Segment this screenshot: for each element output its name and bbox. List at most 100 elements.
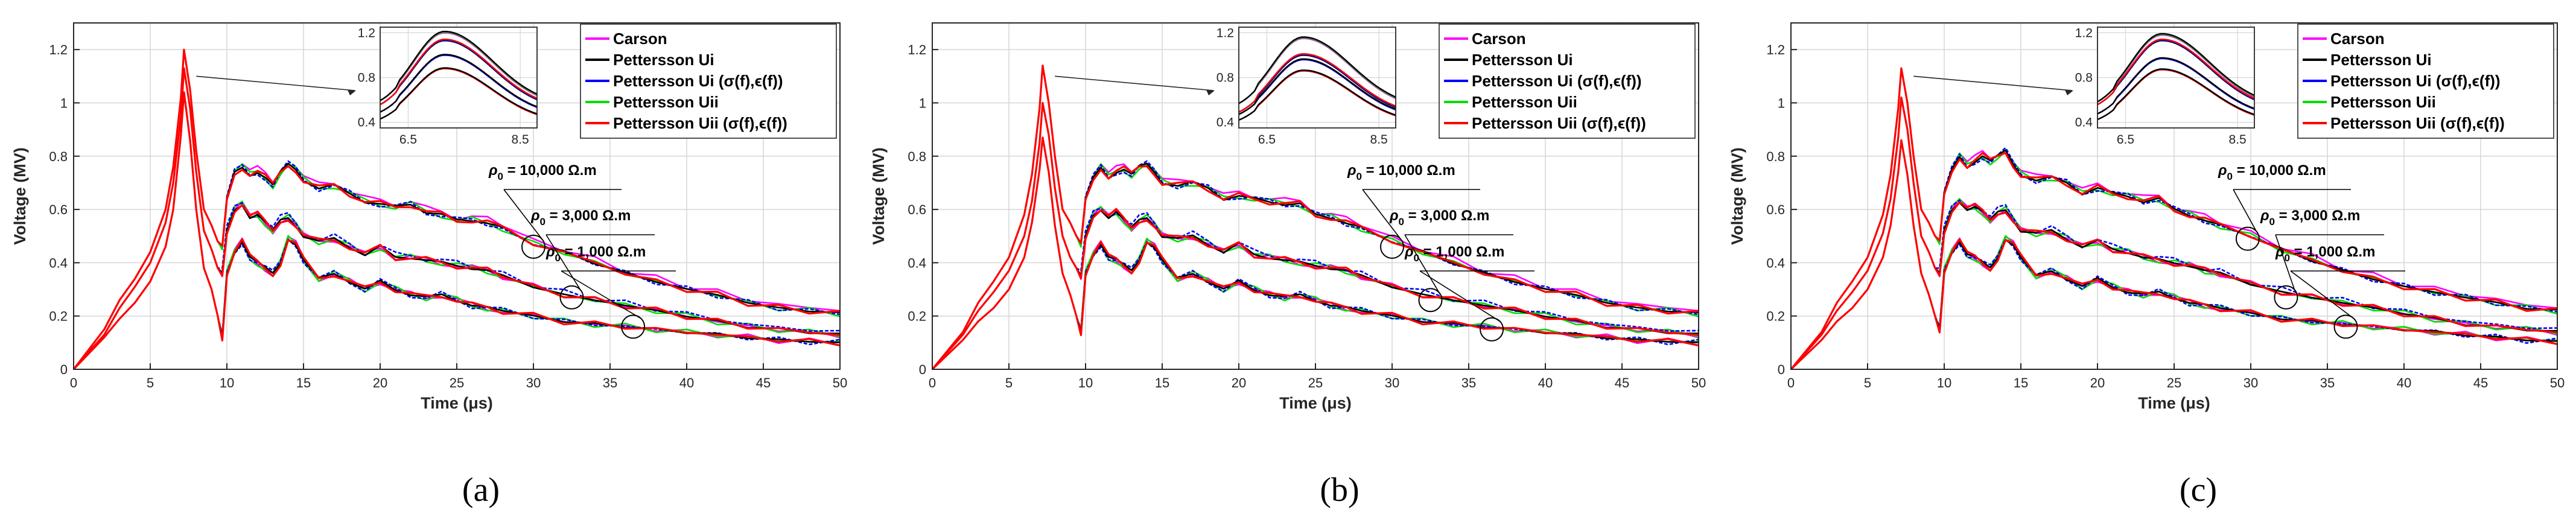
annotation-label: ρ0 = 1,000 Ω.m — [2275, 244, 2375, 264]
y-tick-label: 0.2 — [908, 309, 926, 324]
x-tick-label: 30 — [2244, 375, 2258, 390]
inset-line — [1238, 53, 1396, 113]
x-tick-label: 45 — [2473, 375, 2488, 390]
x-tick-label: 30 — [1385, 375, 1399, 390]
y-tick-label: 0.6 — [1766, 202, 1785, 217]
inset-line — [2097, 33, 2255, 103]
annotation-leader — [503, 189, 542, 240]
legend-label: Pettersson Ui — [613, 51, 714, 69]
inset-y-tick-label: 0.4 — [1216, 116, 1235, 130]
legend-label: Carson — [1472, 30, 1526, 48]
legend-label: Carson — [2330, 30, 2385, 48]
y-tick-label: 0.6 — [49, 202, 68, 217]
y-axis-label: Voltage (MV) — [11, 147, 29, 245]
annotation-label: ρ0 = 3,000 Ω.m — [1389, 208, 1489, 228]
x-tick-label: 20 — [2090, 375, 2105, 390]
legend-box — [580, 24, 837, 139]
inset-y-tick-label: 0.8 — [358, 71, 375, 85]
x-tick-label: 40 — [1538, 375, 1553, 390]
inset: 6.5 8.5 0.4 0.8 1.2 — [2075, 26, 2255, 147]
inset-pointer-line — [1055, 75, 1214, 91]
inset-pointer-arrowhead — [1206, 90, 1215, 95]
panel-label: (b) — [1320, 471, 1359, 509]
legend-label: Pettersson Uii — [1472, 93, 1577, 111]
series-line — [1790, 139, 2558, 370]
annotation-circle — [559, 285, 584, 310]
inset-x-tick-label: 6.5 — [2117, 133, 2134, 147]
annotation-label: ρ0 = 3,000 Ω.m — [2260, 208, 2360, 228]
legend-label: Pettersson Uii — [2330, 93, 2436, 111]
annotation-circle — [1380, 234, 1404, 259]
y-tick-label: 0.2 — [49, 309, 68, 324]
x-tick-label: 35 — [1461, 375, 1476, 390]
legend: Carson Pettersson Ui Pettersson Ui (σ(f),ϵ… — [1439, 24, 1696, 139]
x-tick-label: 45 — [756, 375, 771, 390]
inset-line — [2097, 57, 2255, 115]
legend-label: Pettersson Uii — [613, 93, 719, 111]
x-tick-label: 25 — [1308, 375, 1323, 390]
y-tick-label: 0.4 — [908, 255, 926, 270]
inset-y-tick-label: 0.8 — [1216, 71, 1234, 85]
tick-labels: 0 5 10 15 20 25 30 35 40 45 50 0 0.2 0.4 0.6 0.8 1 1.2 — [49, 42, 847, 390]
panel-label: (c) — [2180, 471, 2217, 509]
inset-line — [1238, 69, 1396, 121]
legend: Carson Pettersson Ui Pettersson Ui (σ(f),ϵ… — [2297, 24, 2554, 139]
x-tick-label: 50 — [833, 375, 847, 390]
legend: Carson Pettersson Ui Pettersson Ui (σ(f),ϵ… — [580, 24, 837, 139]
annotation-circle — [2274, 285, 2298, 310]
inset-x-tick-label: 6.5 — [399, 133, 417, 147]
inset-pointer-line — [1913, 75, 2073, 91]
inset-line — [380, 67, 538, 120]
x-tick-label: 5 — [1005, 375, 1013, 390]
legend-label: Pettersson Ui — [1472, 51, 1573, 69]
chart-panel-b: 0 5 10 15 20 25 30 35 40 45 50 0 0.2 0.4 0.6 0.8 1 1.2 Tim… — [870, 22, 1706, 509]
y-tick-label: 0.4 — [1766, 255, 1785, 270]
annotation-label: ρ0 = 10,000 Ω.m — [2218, 162, 2326, 182]
annotation-leader — [2290, 270, 2355, 319]
series-line — [72, 67, 841, 371]
inset-y-tick-label: 1.2 — [358, 26, 375, 40]
inset-box — [380, 27, 538, 129]
annotation-leader — [2233, 189, 2257, 232]
series-line — [931, 64, 1699, 371]
x-tick-label: 25 — [2167, 375, 2181, 390]
legend-label: Pettersson Uii (σ(f),ϵ(f)) — [1472, 114, 1646, 132]
x-tick-label: 0 — [70, 375, 77, 390]
legend-label: Pettersson Uii (σ(f),ϵ(f)) — [2330, 114, 2505, 132]
inset-x-tick-label: 8.5 — [2229, 133, 2247, 147]
x-tick-label: 40 — [679, 375, 694, 390]
series-line — [1790, 67, 2558, 371]
annotation-leader — [561, 270, 642, 320]
annotation-circle — [1480, 317, 1504, 342]
inset-line — [1238, 36, 1396, 104]
x-axis-label: Time (μs) — [1279, 394, 1352, 412]
inset-box — [2097, 27, 2255, 129]
legend-label: Carson — [613, 30, 667, 48]
y-tick-label: 0 — [1778, 362, 1785, 377]
x-tick-label: 5 — [1864, 375, 1871, 390]
x-tick-label: 35 — [603, 375, 617, 390]
y-tick-label: 0.8 — [908, 149, 926, 164]
y-tick-label: 1 — [919, 95, 926, 110]
y-tick-label: 1 — [1778, 95, 1785, 110]
x-tick-label: 10 — [1937, 375, 1951, 390]
legend-box — [2297, 24, 2554, 139]
x-tick-label: 50 — [2550, 375, 2565, 390]
chart-panel-a: 0 5 10 15 20 25 30 35 40 45 50 0 0.2 0.4 0.6 0.8 1 1.2 Tim… — [11, 22, 847, 509]
y-tick-label: 1 — [60, 95, 68, 110]
y-tick-label: 0.8 — [49, 149, 68, 164]
x-tick-label: 0 — [1787, 375, 1795, 390]
inset-line — [1238, 58, 1396, 115]
inset-box — [1238, 27, 1396, 129]
x-axis-label: Time (μs) — [421, 394, 493, 412]
y-tick-label: 1.2 — [1766, 42, 1785, 57]
series-line — [1790, 97, 2558, 371]
annotation-circle — [2235, 226, 2260, 251]
inset: 6.5 8.5 0.4 0.8 1.2 — [358, 26, 538, 147]
x-tick-label: 30 — [526, 375, 541, 390]
tick-labels: 0 5 10 15 20 25 30 35 40 45 50 0 0.2 0.4 0.6 0.8 1 1.2 — [1766, 42, 2565, 390]
series-group — [72, 48, 841, 371]
legend-label: Pettersson Ui (σ(f),ϵ(f)) — [2330, 72, 2501, 90]
x-tick-label: 15 — [296, 375, 311, 390]
